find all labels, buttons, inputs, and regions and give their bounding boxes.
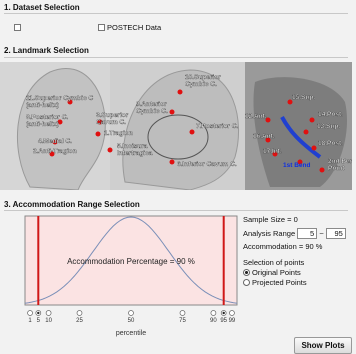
landmark-label: 1.Tragion	[104, 130, 133, 137]
landmark-label: 18.Post.	[318, 140, 343, 147]
landmark-label: 4.Medial C.	[38, 138, 72, 145]
rule	[4, 13, 348, 14]
landmark-dot	[190, 130, 195, 135]
landmark-label: 7.Posterior C.	[196, 123, 238, 130]
tick-radio	[28, 311, 33, 316]
landmark-label: 2.Anti-Tragion	[33, 148, 77, 155]
landmark-label: 2nd Bend	[328, 158, 352, 165]
chart-text: Accommodation Percentage = 90 %	[67, 257, 195, 266]
x-tick-label: 25	[76, 318, 83, 324]
range-sep: ~	[319, 229, 323, 238]
landmark-label: 1st Bend	[283, 162, 310, 169]
points-title: Selection of points	[243, 258, 304, 267]
tick-radio	[211, 311, 216, 316]
analysis-range: Analysis Range 5 ~ 95	[243, 228, 346, 239]
tick-radio	[180, 311, 185, 316]
landmark-label: 12.Ant.	[245, 113, 267, 120]
landmark-label: 15.Sup.	[292, 94, 315, 101]
checkbox[interactable]	[14, 23, 23, 32]
landmark-label: 13.Sup.	[317, 123, 340, 130]
landmark-dot	[312, 146, 317, 151]
landmark-label: 16.Ant.	[253, 133, 275, 140]
radio[interactable]	[243, 269, 250, 276]
landmark-label: (anti-helix)	[26, 121, 59, 128]
landmark-label: 9.Anterior	[136, 101, 167, 108]
range-input[interactable]: 95	[326, 228, 346, 239]
dataset-option[interactable]: POSTECH Data	[98, 23, 161, 32]
range-label: Analysis Range	[243, 229, 295, 238]
rule	[4, 57, 348, 58]
section-title: 3. Accommodation Range Selection	[4, 200, 140, 209]
x-tick-label: 10	[45, 318, 52, 324]
landmark-label: 11.Superior Cymbic C	[26, 95, 93, 102]
tick-radio	[77, 311, 82, 316]
landmark-label: 3.Superior	[96, 112, 129, 119]
landmark-label: 6.Inferior Cavum C.	[177, 161, 237, 168]
tick-radio	[46, 311, 51, 316]
landmark-label: 8.Posterior C.	[26, 114, 68, 121]
section-title: 2. Landmark Selection	[4, 46, 89, 55]
x-tick-label: 5	[37, 318, 41, 324]
option-label: Projected Points	[252, 278, 307, 287]
landmark-label: Cymbic C.	[136, 108, 168, 115]
show-plots-button[interactable]: Show Plots	[294, 337, 352, 354]
points-option[interactable]: Projected Points	[243, 278, 307, 287]
landmark-dot	[310, 118, 315, 123]
radio[interactable]	[243, 279, 250, 286]
range-input[interactable]: 5	[297, 228, 317, 239]
x-tick-label: 50	[128, 318, 135, 324]
landmark-dot	[178, 90, 183, 95]
x-tick-label: 95	[220, 318, 227, 324]
landmark-label: 14.Post.	[318, 111, 343, 118]
landmark-label: Point	[328, 165, 345, 172]
x-tick-label: 90	[210, 318, 217, 324]
option-label: Original Points	[252, 268, 301, 277]
landmark-label: 17.Inf.	[263, 148, 282, 155]
landmark-label: (anti-helix)	[26, 102, 59, 109]
landmark-label: Cymbic C.	[185, 81, 217, 88]
tick-radio	[129, 311, 134, 316]
points-option[interactable]: Original Points	[243, 268, 301, 277]
landmark-dot	[304, 130, 309, 135]
ear-images: 11.Superior Cymbic C(anti-helix)8.Poster…	[0, 62, 352, 190]
accommodation: Accommodation = 90 %	[243, 242, 322, 251]
option-label: POSTECH Data	[107, 23, 161, 32]
landmark-label: Cavum C.	[96, 119, 126, 126]
tick-radio	[229, 311, 234, 316]
x-tick-label: 75	[179, 318, 186, 324]
landmark-dot	[108, 148, 113, 153]
x-tick-label: 99	[229, 318, 236, 324]
landmark-dot	[170, 110, 175, 115]
tick-radio-dot	[37, 312, 39, 314]
rule	[4, 210, 348, 211]
x-tick-label: 1	[28, 318, 32, 324]
landmark-label: 10.Superior	[185, 74, 221, 81]
app: 1. Dataset Selection POSTECH Data 2. Lan…	[0, 0, 356, 352]
landmark-label: Intertragica	[117, 150, 153, 157]
tick-radio-dot	[223, 312, 225, 314]
section-title: 1. Dataset Selection	[4, 3, 80, 12]
landmark-dot	[170, 160, 175, 165]
landmark-dot	[96, 132, 101, 137]
landmark-label: 5.Incisura	[117, 143, 148, 150]
x-axis-label: percentile	[116, 330, 146, 337]
landmark-dot	[320, 168, 325, 173]
sample-size: Sample Size = 0	[243, 215, 298, 224]
